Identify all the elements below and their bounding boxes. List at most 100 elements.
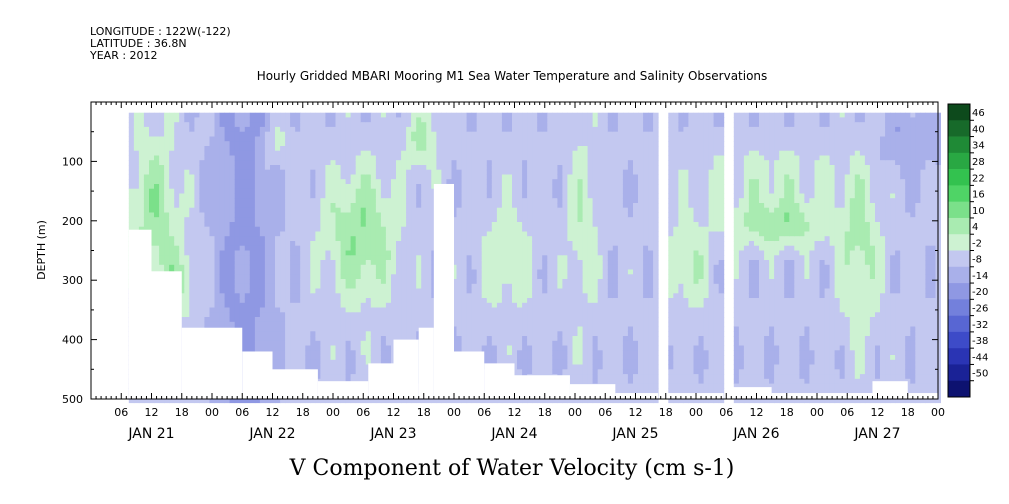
field-cell bbox=[411, 260, 417, 266]
field-cell bbox=[300, 136, 306, 142]
field-cell bbox=[259, 136, 266, 142]
field-cell bbox=[436, 126, 442, 133]
field-cell bbox=[401, 193, 407, 199]
field-cell bbox=[199, 217, 205, 223]
field-cell bbox=[380, 174, 387, 180]
field-cell bbox=[194, 184, 200, 190]
field-cell bbox=[290, 188, 296, 194]
field-cell bbox=[330, 340, 336, 347]
field-cell bbox=[229, 165, 236, 171]
field-cell bbox=[411, 231, 417, 237]
field-cell bbox=[320, 269, 326, 275]
field-cell bbox=[189, 179, 195, 185]
field-cell bbox=[350, 302, 357, 309]
field-cell bbox=[532, 136, 538, 142]
field-cell bbox=[194, 131, 200, 137]
field-cell bbox=[214, 184, 220, 190]
field-cell bbox=[264, 255, 271, 261]
field-cell bbox=[330, 184, 336, 190]
field-cell bbox=[275, 222, 281, 228]
field-cell bbox=[174, 174, 180, 180]
field-cell bbox=[527, 245, 533, 251]
field-cell bbox=[456, 260, 462, 266]
field-cell bbox=[270, 397, 276, 404]
field-cell bbox=[229, 260, 236, 266]
field-cell bbox=[456, 141, 462, 147]
field-cell bbox=[471, 326, 478, 332]
field-cell bbox=[491, 236, 498, 242]
field-cell bbox=[522, 222, 528, 228]
field-cell bbox=[320, 340, 326, 347]
field-cell bbox=[320, 326, 326, 332]
field-cell bbox=[295, 302, 301, 309]
field-cell bbox=[300, 150, 306, 156]
field-cell bbox=[486, 269, 493, 275]
field-cell bbox=[310, 317, 316, 323]
field-cell bbox=[295, 359, 301, 366]
field-cell bbox=[537, 217, 543, 223]
field-cell bbox=[194, 203, 200, 209]
field-cell bbox=[451, 146, 457, 152]
field-cell bbox=[527, 312, 533, 318]
field-cell bbox=[159, 397, 165, 404]
field-cell bbox=[264, 222, 271, 228]
field-cell bbox=[471, 269, 478, 275]
field-cell bbox=[512, 269, 518, 275]
field-cell bbox=[184, 317, 190, 323]
field-cell bbox=[385, 222, 392, 228]
field-cell bbox=[431, 169, 437, 175]
field-cell bbox=[310, 288, 316, 294]
field-cell bbox=[264, 245, 271, 251]
field-cell bbox=[517, 155, 523, 161]
field-cell bbox=[275, 331, 281, 337]
field-cell bbox=[380, 260, 387, 266]
field-cell bbox=[295, 160, 301, 166]
field-cell bbox=[476, 165, 483, 171]
field-cell bbox=[214, 397, 220, 404]
field-cell bbox=[360, 203, 367, 209]
field-cell bbox=[214, 122, 220, 128]
field-cell bbox=[280, 226, 286, 232]
field-cell bbox=[391, 255, 397, 261]
field-cell bbox=[244, 131, 251, 137]
field-cell bbox=[204, 174, 210, 180]
field-cell bbox=[315, 188, 321, 194]
field-cell bbox=[335, 326, 341, 332]
field-cell bbox=[476, 112, 483, 118]
field-cell bbox=[184, 241, 190, 247]
field-cell bbox=[315, 179, 321, 185]
field-cell bbox=[189, 302, 195, 309]
field-cell bbox=[239, 217, 246, 223]
field-cell bbox=[295, 279, 301, 285]
field-cell bbox=[305, 179, 311, 185]
field-cell bbox=[391, 317, 397, 323]
field-cell bbox=[184, 193, 190, 199]
field-cell bbox=[159, 112, 165, 118]
field-cell bbox=[259, 264, 266, 271]
field-cell bbox=[275, 279, 281, 285]
field-cell bbox=[375, 312, 382, 318]
field-cell bbox=[184, 260, 190, 266]
field-cell bbox=[234, 203, 241, 209]
field-cell bbox=[209, 212, 215, 218]
field-cell bbox=[416, 165, 422, 171]
field-cell bbox=[426, 160, 432, 166]
field-cell bbox=[527, 222, 533, 228]
field-cell bbox=[239, 203, 246, 209]
field-cell bbox=[360, 241, 367, 247]
field-cell bbox=[471, 226, 478, 232]
field-cell bbox=[295, 169, 301, 175]
field-cell bbox=[391, 131, 397, 137]
field-cell bbox=[537, 288, 543, 294]
field-cell bbox=[320, 369, 326, 375]
field-cell bbox=[249, 198, 256, 204]
field-cell bbox=[385, 112, 392, 118]
field-cell bbox=[380, 207, 387, 213]
field-cell bbox=[401, 274, 407, 280]
field-cell bbox=[259, 122, 266, 128]
field-cell bbox=[143, 165, 150, 171]
field-cell bbox=[290, 179, 296, 185]
field-cell bbox=[189, 264, 195, 271]
field-cell bbox=[229, 298, 236, 304]
field-cell bbox=[527, 112, 533, 118]
